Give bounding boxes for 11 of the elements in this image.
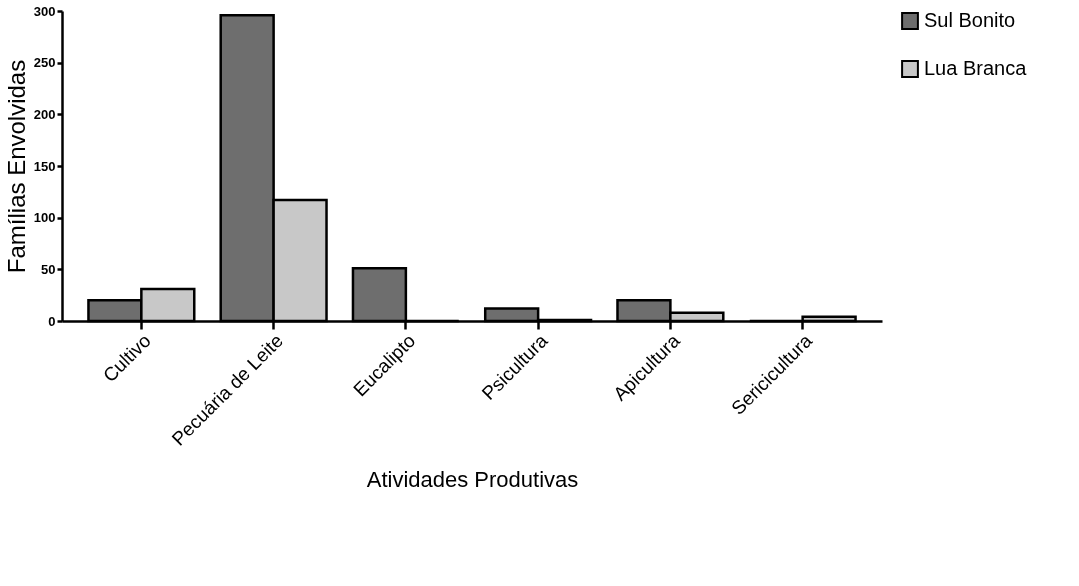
y-tick-label: 250 <box>33 55 56 71</box>
y-tick-label: 200 <box>33 106 56 122</box>
y-tick-label: 100 <box>33 210 56 226</box>
legend-label: Sul Bonito <box>924 9 1016 31</box>
y-tick-label: 300 <box>33 3 56 19</box>
y-axis-title: Famílias Envolvidas <box>2 59 30 274</box>
y-tick-label: 50 <box>41 261 56 277</box>
y-tick-label: 150 <box>33 158 56 174</box>
x-axis-title: Atividades Produtivas <box>366 466 579 492</box>
legend-label: Lua Branca <box>924 57 1028 79</box>
y-tick-label: 0 <box>48 313 56 329</box>
